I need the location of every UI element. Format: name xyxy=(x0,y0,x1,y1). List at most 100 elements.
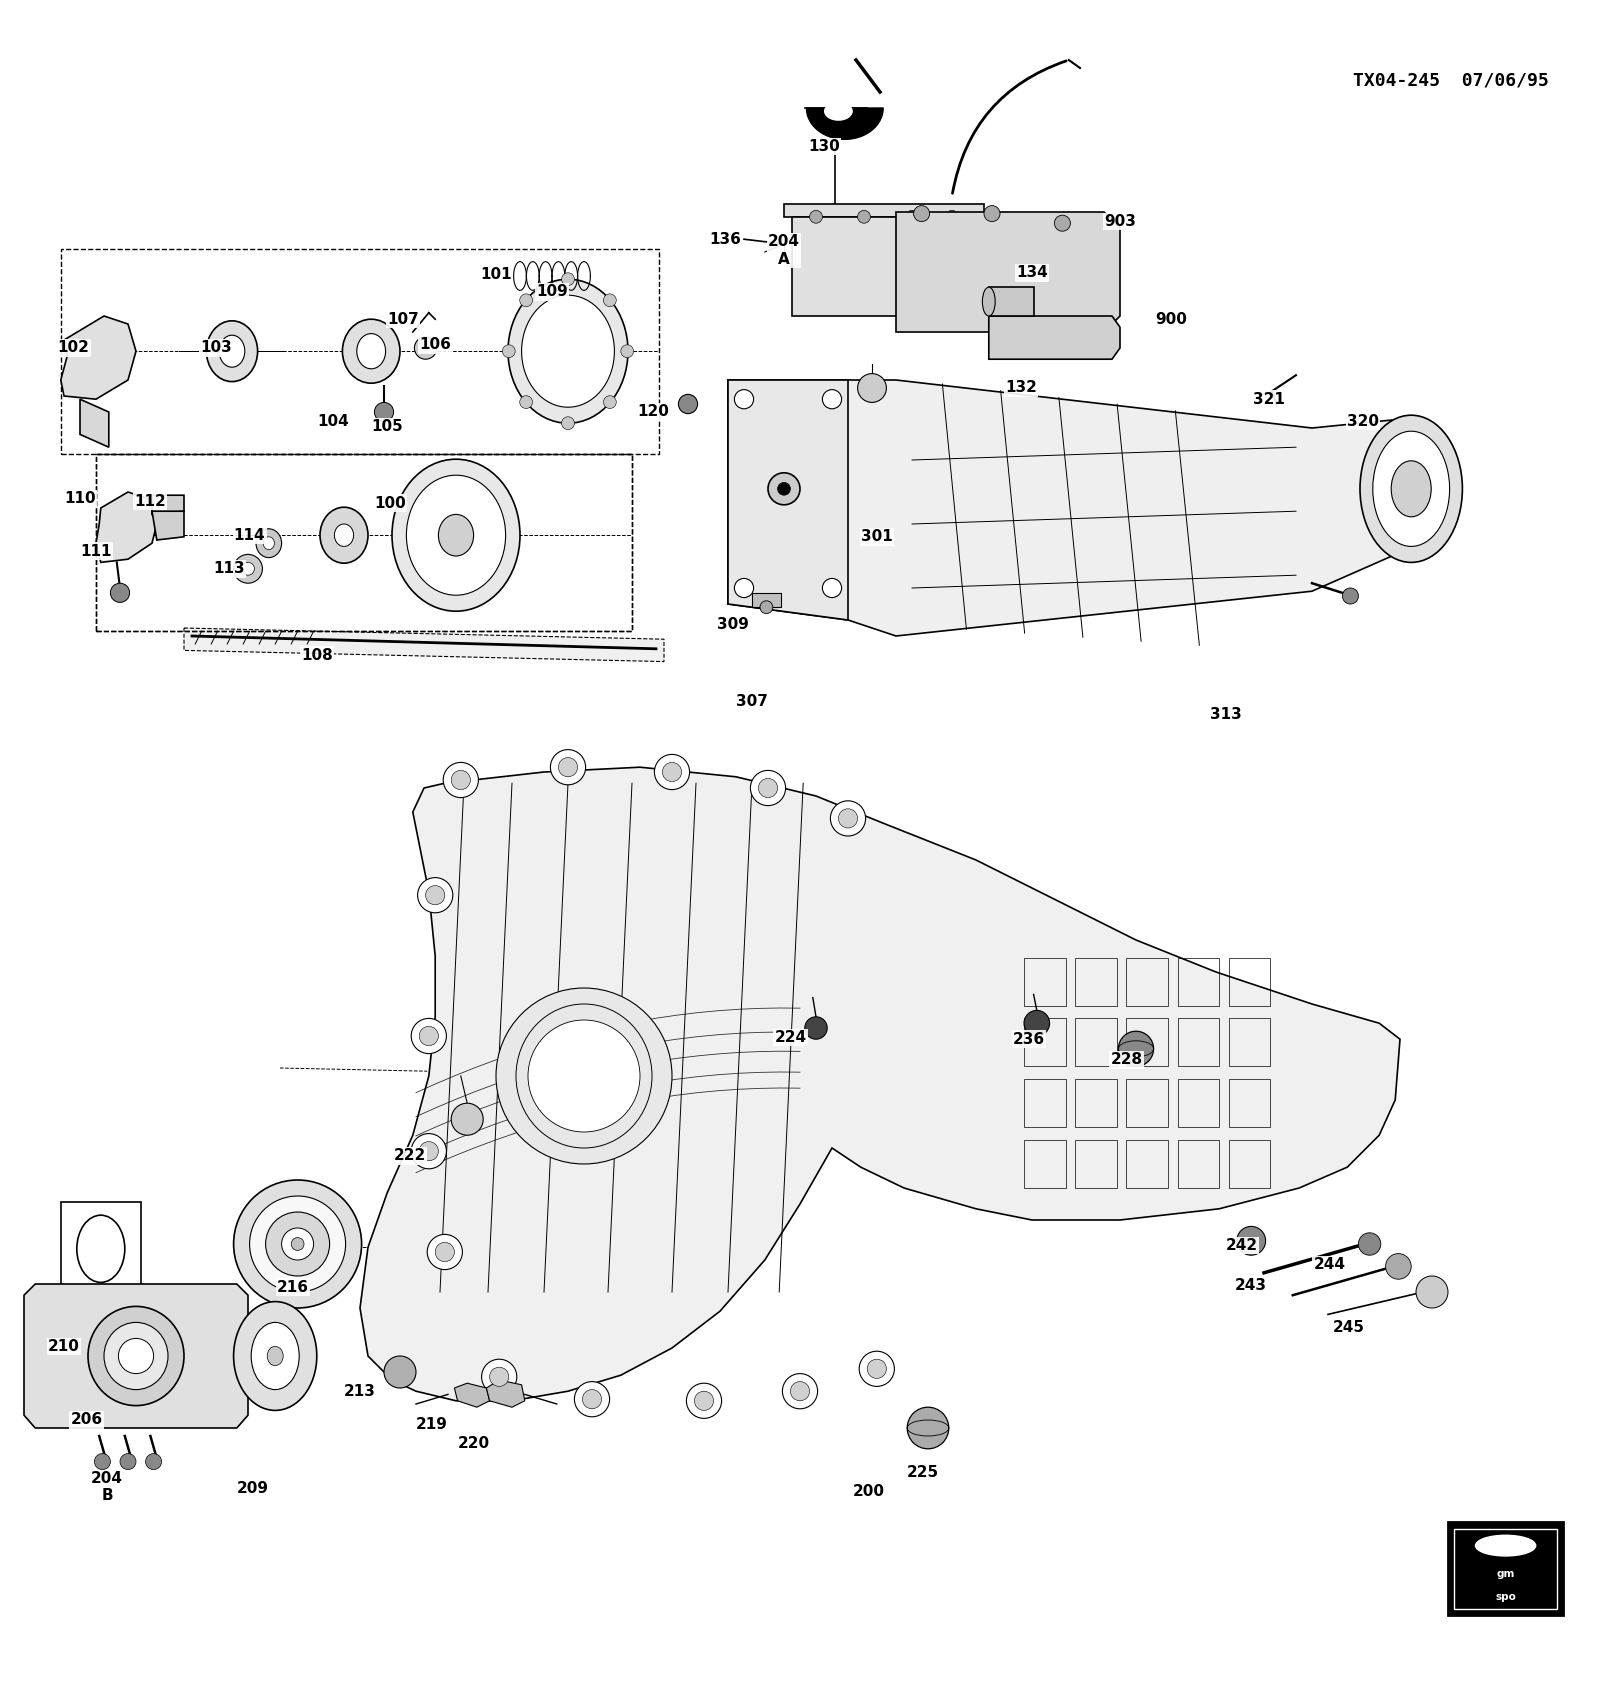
Bar xyxy=(1229,1079,1270,1128)
Polygon shape xyxy=(728,380,1392,636)
Circle shape xyxy=(443,763,478,798)
Circle shape xyxy=(419,1141,438,1161)
Text: 200: 200 xyxy=(853,1484,885,1499)
Bar xyxy=(1024,1079,1066,1128)
Circle shape xyxy=(1237,1227,1266,1256)
Circle shape xyxy=(914,206,930,221)
Text: gm: gm xyxy=(1496,1570,1515,1580)
Text: 204
A: 204 A xyxy=(768,235,800,267)
Bar xyxy=(1075,1139,1117,1188)
Polygon shape xyxy=(152,511,184,540)
Bar xyxy=(1229,957,1270,1006)
Circle shape xyxy=(146,1453,162,1470)
Circle shape xyxy=(502,344,515,358)
Circle shape xyxy=(734,579,754,598)
Circle shape xyxy=(603,395,616,408)
Text: 210: 210 xyxy=(48,1339,80,1354)
Text: 111: 111 xyxy=(80,544,112,559)
Circle shape xyxy=(867,1359,886,1379)
Circle shape xyxy=(810,211,822,223)
Bar xyxy=(1178,1139,1219,1188)
Ellipse shape xyxy=(118,1339,154,1374)
Text: TX04-245  07/06/95: TX04-245 07/06/95 xyxy=(1354,71,1549,89)
Text: 244: 244 xyxy=(1314,1258,1346,1273)
Text: 220: 220 xyxy=(458,1436,490,1452)
Circle shape xyxy=(858,373,886,402)
Circle shape xyxy=(451,770,470,790)
Circle shape xyxy=(582,1389,602,1409)
Bar xyxy=(1178,957,1219,1006)
Bar xyxy=(1024,1018,1066,1067)
Text: 301: 301 xyxy=(861,530,893,544)
Ellipse shape xyxy=(438,515,474,555)
Circle shape xyxy=(805,1016,827,1040)
Bar xyxy=(1126,1018,1168,1067)
Polygon shape xyxy=(360,768,1400,1401)
Text: 106: 106 xyxy=(419,338,451,353)
Polygon shape xyxy=(1379,461,1392,518)
Text: 224: 224 xyxy=(774,1030,806,1045)
Text: 100: 100 xyxy=(374,496,406,511)
Circle shape xyxy=(451,1104,483,1136)
Ellipse shape xyxy=(206,321,258,381)
Ellipse shape xyxy=(982,287,995,316)
Circle shape xyxy=(411,1018,446,1053)
Circle shape xyxy=(374,402,394,422)
Polygon shape xyxy=(454,1382,490,1408)
Ellipse shape xyxy=(291,1237,304,1251)
Ellipse shape xyxy=(1475,1536,1536,1556)
Ellipse shape xyxy=(88,1307,184,1406)
Circle shape xyxy=(1118,1031,1154,1067)
Text: 209: 209 xyxy=(237,1482,269,1496)
Ellipse shape xyxy=(234,1180,362,1308)
Circle shape xyxy=(858,211,870,223)
Circle shape xyxy=(822,390,842,408)
Circle shape xyxy=(574,1381,610,1416)
Bar xyxy=(1024,957,1066,1006)
Circle shape xyxy=(490,1367,509,1386)
Bar xyxy=(1454,1529,1557,1609)
Polygon shape xyxy=(806,108,883,140)
Circle shape xyxy=(758,778,778,798)
Text: 120: 120 xyxy=(637,405,669,420)
Bar xyxy=(1075,1079,1117,1128)
Text: 204
B: 204 B xyxy=(91,1470,123,1504)
Circle shape xyxy=(1054,214,1070,231)
Polygon shape xyxy=(752,592,781,608)
Circle shape xyxy=(94,1453,110,1470)
Text: 107: 107 xyxy=(387,312,419,327)
Circle shape xyxy=(550,749,586,785)
Ellipse shape xyxy=(357,334,386,368)
Text: 222: 222 xyxy=(394,1148,426,1163)
Circle shape xyxy=(520,294,533,307)
Circle shape xyxy=(734,390,754,408)
Ellipse shape xyxy=(1360,415,1462,562)
Polygon shape xyxy=(989,316,1120,360)
Text: 104: 104 xyxy=(317,414,349,429)
Bar xyxy=(1178,1079,1219,1128)
Polygon shape xyxy=(61,316,136,398)
Text: 213: 213 xyxy=(344,1384,376,1399)
Circle shape xyxy=(1358,1232,1381,1256)
Ellipse shape xyxy=(406,476,506,596)
Circle shape xyxy=(419,1026,438,1045)
Circle shape xyxy=(678,395,698,414)
Bar xyxy=(1448,1523,1563,1615)
Bar xyxy=(1075,1018,1117,1067)
Ellipse shape xyxy=(267,1347,283,1366)
Text: 903: 903 xyxy=(1104,214,1136,230)
Bar xyxy=(1075,957,1117,1006)
Bar xyxy=(1229,1018,1270,1067)
Circle shape xyxy=(830,800,866,836)
Text: 219: 219 xyxy=(416,1418,448,1433)
Text: 130: 130 xyxy=(808,138,840,154)
Circle shape xyxy=(528,1020,640,1133)
Text: 109: 109 xyxy=(536,285,568,299)
Polygon shape xyxy=(152,495,184,515)
Text: 134: 134 xyxy=(1016,265,1048,280)
Ellipse shape xyxy=(262,537,275,550)
Text: 313: 313 xyxy=(1210,707,1242,722)
Circle shape xyxy=(1416,1276,1448,1308)
Circle shape xyxy=(654,755,690,790)
Ellipse shape xyxy=(342,319,400,383)
